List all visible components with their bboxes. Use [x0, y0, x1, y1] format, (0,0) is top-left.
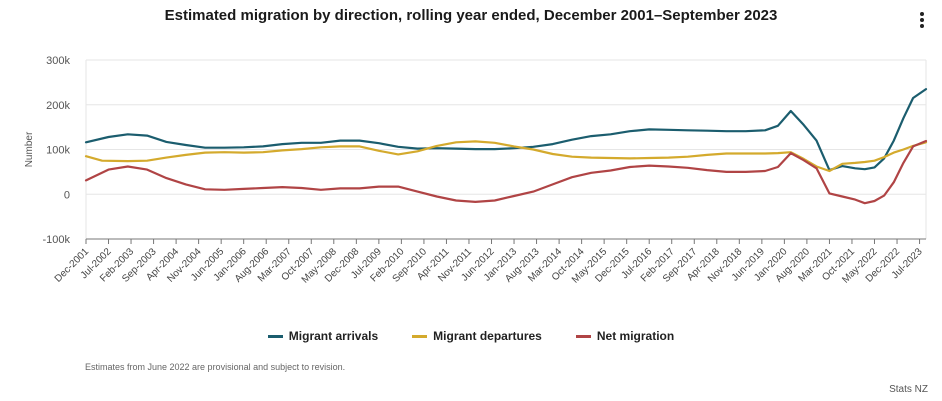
kebab-menu-icon[interactable] — [916, 12, 928, 32]
y-axis-title: Number — [24, 131, 35, 167]
legend-label-departures: Migrant departures — [433, 329, 542, 343]
legend-item-departures[interactable]: Migrant departures — [412, 329, 542, 343]
footnote: Estimates from June 2022 are provisional… — [85, 362, 346, 372]
legend-swatch-net — [575, 334, 591, 338]
y-tick-label: 100k — [46, 145, 70, 157]
series-line-departures — [84, 140, 928, 173]
legend-swatch-arrivals — [267, 334, 283, 338]
legend-label-net: Net migration — [596, 329, 675, 343]
source-credit: Stats NZ — [889, 384, 928, 395]
y-tick-label: 0 — [64, 189, 70, 201]
legend-swatch-departures — [412, 334, 428, 338]
y-tick-label: -100k — [42, 234, 70, 246]
series-line-arrivals — [84, 88, 928, 172]
chart-title: Estimated migration by direction, rollin… — [164, 7, 778, 24]
legend-item-net[interactable]: Net migration — [575, 329, 675, 343]
legend-item-arrivals[interactable]: Migrant arrivals — [267, 329, 379, 343]
y-tick-label: 300k — [46, 55, 70, 67]
legend: Migrant arrivals Migrant departures Net … — [0, 329, 942, 343]
line-chart: -100k0100k200k300kNumberDec-2001Jul-2002… — [24, 55, 928, 286]
y-tick-label: 200k — [46, 100, 70, 112]
series-line-net — [84, 139, 928, 205]
legend-label-arrivals: Migrant arrivals — [288, 329, 379, 343]
